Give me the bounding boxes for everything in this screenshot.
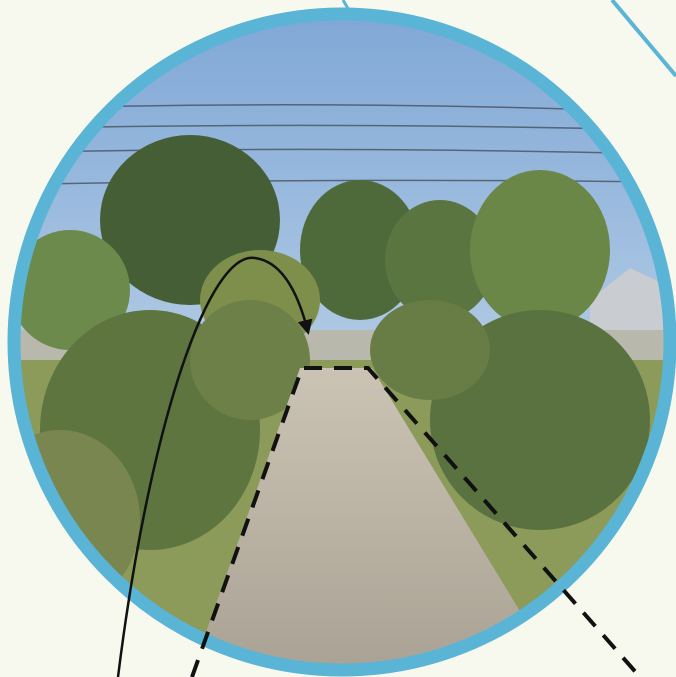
house bbox=[590, 268, 670, 330]
footpath bbox=[190, 368, 560, 670]
trees bbox=[14, 135, 610, 350]
lens-ring bbox=[7, 7, 676, 677]
curved-arrow bbox=[116, 256, 313, 677]
dashed-outline bbox=[190, 366, 642, 677]
decor-line bbox=[610, 0, 676, 78]
